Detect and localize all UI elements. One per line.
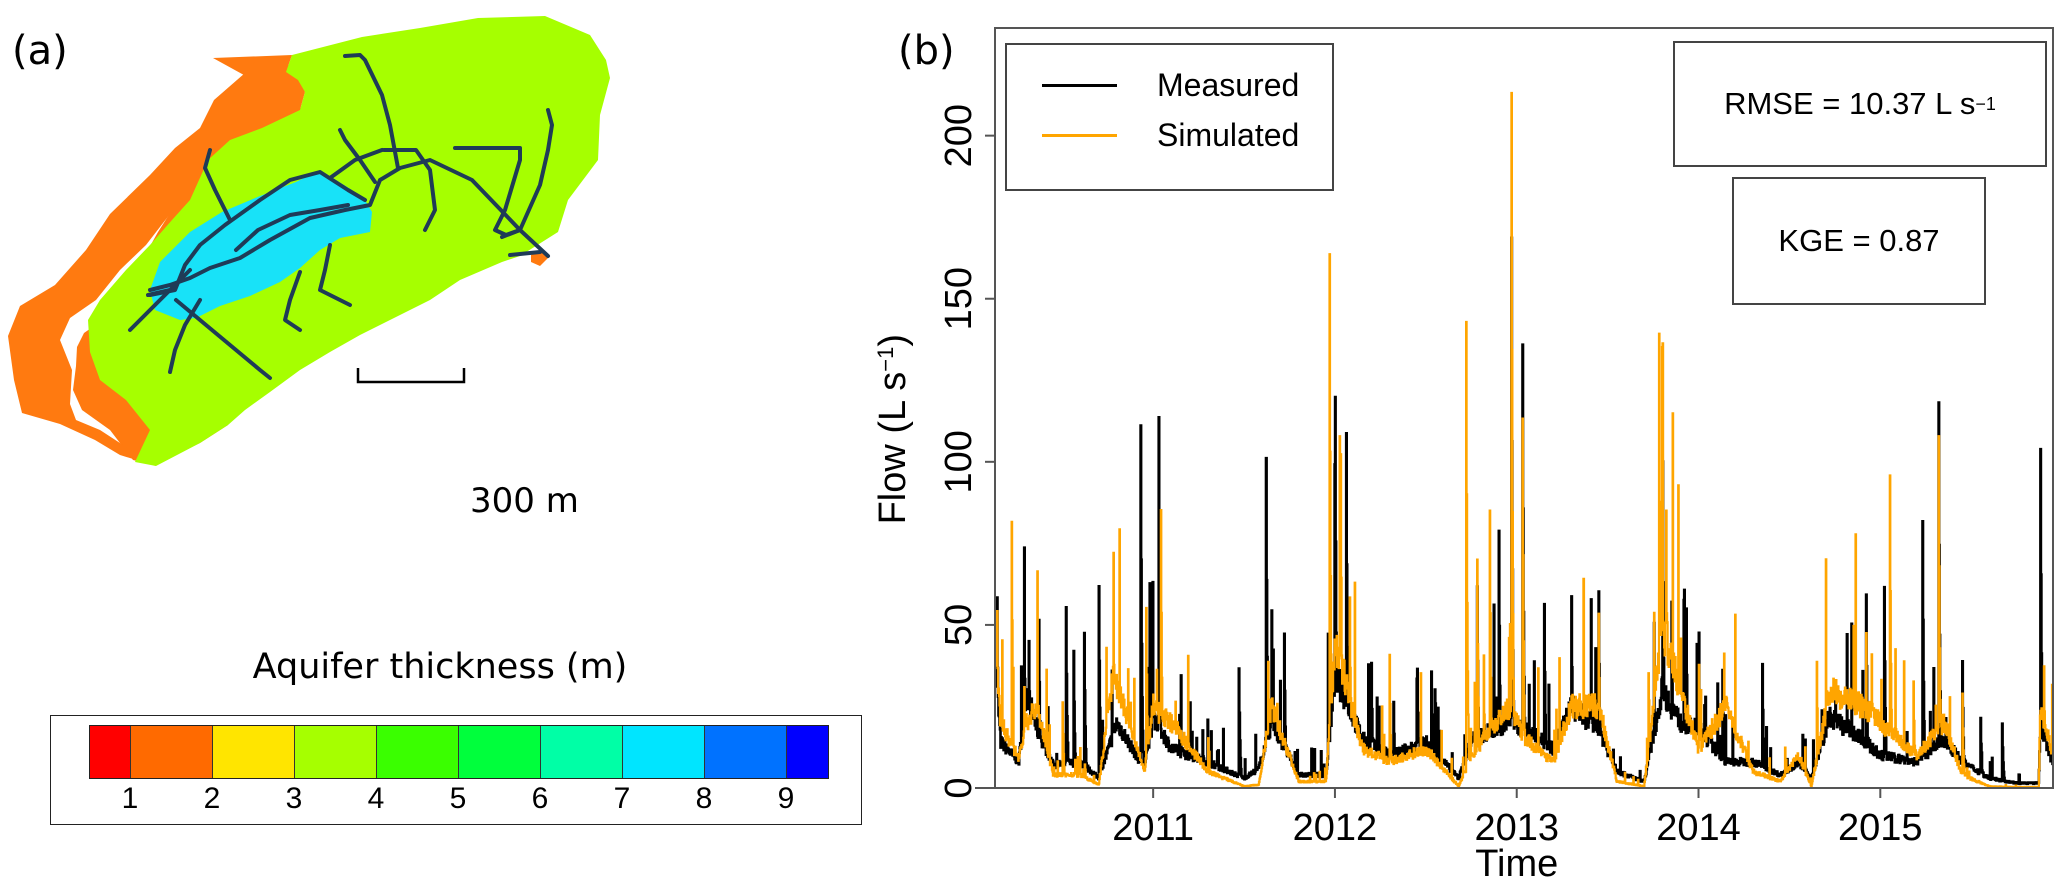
y-axis-label: Flow (L s−1)	[872, 334, 914, 524]
river-tributary	[203, 148, 232, 222]
y-tick-label: 100	[938, 430, 980, 493]
y-axis-label-tail: )	[872, 334, 914, 347]
legend-label-measured: Measured	[1157, 67, 1300, 103]
aquifer-thickness-map	[8, 16, 610, 466]
colorbar-tick-label: 1	[121, 782, 139, 815]
colorbar-tick-label: 2	[203, 782, 221, 815]
axis-layer: 2011 2012 2013 2014 2015 0 50 100 150 200	[938, 104, 2053, 849]
panel-b-label: (b)	[898, 28, 955, 74]
colorbar-tick-label: 7	[613, 782, 631, 815]
colorbar-swatch	[787, 726, 828, 778]
legend-item-measured: Measured	[1042, 67, 1299, 104]
y-axis-label-sup: −1	[873, 347, 898, 372]
colorbar-tick-label: 8	[695, 782, 713, 815]
legend: Measured Simulated	[1005, 43, 1334, 191]
y-tick-label: 150	[938, 267, 980, 330]
river-tributary	[382, 148, 437, 232]
scale-bar-label: 300 m	[470, 481, 579, 521]
river-tributary	[234, 203, 350, 252]
map-zone-thickness-2-3-west	[8, 60, 305, 466]
river-tributary	[174, 298, 272, 380]
river-network	[128, 53, 554, 380]
series-layer	[995, 91, 2053, 788]
rmse-annotation: RMSE = 10.37 L s −1	[1673, 41, 2047, 167]
river-tributary	[146, 288, 172, 297]
map-zone-thickness-3-4	[88, 16, 610, 466]
river-tributary	[328, 148, 384, 180]
legend-item-simulated: Simulated	[1042, 117, 1299, 154]
legend-swatch-measured	[1042, 84, 1117, 87]
series-line-simulated	[995, 91, 2053, 788]
colorbar-swatches	[89, 725, 829, 779]
colorbar-swatch	[541, 726, 623, 778]
colorbar-tick-label: 6	[531, 782, 549, 815]
river-tributary	[343, 53, 400, 170]
colorbar-swatch	[377, 726, 459, 778]
x-tick-label: 2013	[1474, 807, 1559, 849]
y-tick-label: 0	[938, 777, 980, 798]
river-tributary	[318, 243, 352, 307]
panel-a-label: (a)	[12, 28, 68, 74]
y-tick-label: 200	[938, 104, 980, 167]
kge-annotation: KGE = 0.87	[1732, 177, 1986, 305]
river-main-channel	[148, 158, 550, 292]
river-tributary	[283, 270, 302, 332]
x-tick-label: 2011	[1112, 807, 1194, 849]
colorbar-swatch	[623, 726, 705, 778]
river-tributary	[508, 250, 542, 257]
colorbar-swatch	[90, 726, 131, 778]
colorbar-tick-label: 9	[777, 782, 795, 815]
scale-bar	[356, 368, 466, 384]
colorbar-tick-label: 3	[285, 782, 303, 815]
rmse-unit-sup: −1	[1975, 93, 1996, 114]
x-axis-label: Time	[1475, 843, 1558, 885]
colorbar-tick-label: 5	[449, 782, 467, 815]
colorbar-swatch	[459, 726, 541, 778]
x-tick-label: 2015	[1838, 807, 1923, 849]
rmse-text: RMSE = 10.37 L s	[1724, 86, 1976, 121]
legend-swatch-simulated	[1042, 134, 1117, 137]
colorbar-title: Aquifer thickness (m)	[252, 647, 628, 687]
colorbar-swatch	[213, 726, 295, 778]
y-tick-label: 50	[938, 604, 980, 646]
x-tick-label: 2014	[1656, 807, 1741, 849]
river-tributary	[500, 228, 522, 239]
river-tributary	[518, 108, 554, 232]
river-tributary	[128, 268, 192, 332]
y-axis-label-main: Flow (L s	[872, 372, 914, 525]
colorbar-tick-label: 4	[367, 782, 385, 815]
colorbar-swatch	[131, 726, 213, 778]
x-tick-label: 2012	[1293, 807, 1378, 849]
river-tributary	[338, 128, 377, 184]
colorbar-swatch	[705, 726, 787, 778]
legend-label-simulated: Simulated	[1157, 117, 1300, 153]
colorbar-swatch	[295, 726, 377, 778]
kge-text: KGE = 0.87	[1778, 223, 1940, 258]
colorbar: 1 2 3 4 5 6 7 8 9	[50, 715, 862, 825]
